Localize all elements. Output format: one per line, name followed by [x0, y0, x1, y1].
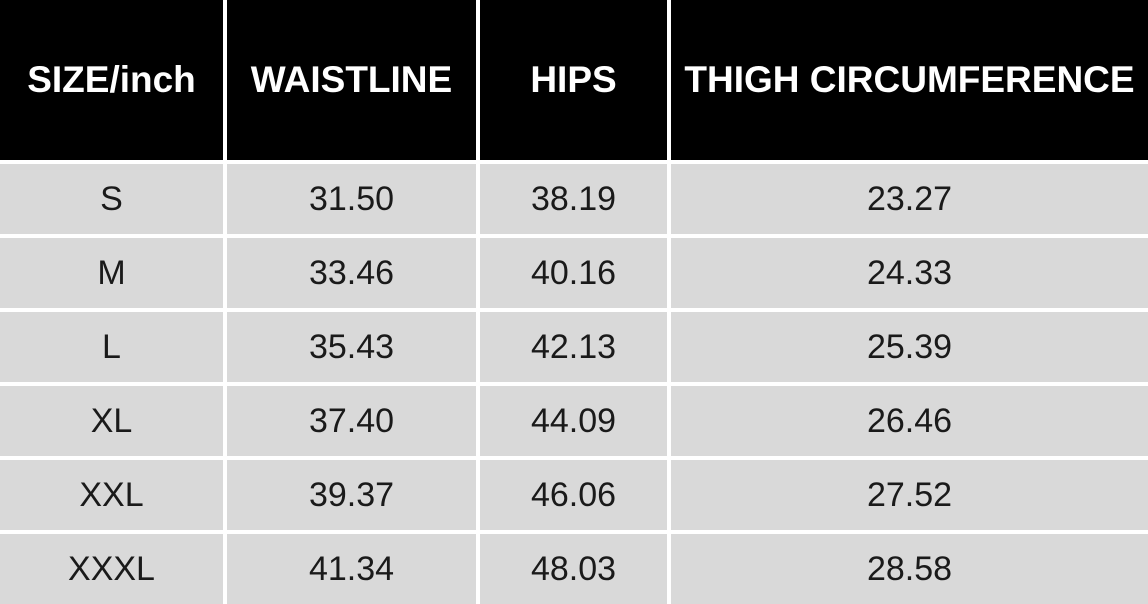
waistline-cell: 39.37 [227, 460, 476, 530]
hips-cell: 42.13 [480, 312, 667, 382]
thigh-cell: 28.58 [671, 534, 1148, 604]
size-cell: XXXL [0, 534, 223, 604]
size-cell: XXL [0, 460, 223, 530]
hips-cell: 48.03 [480, 534, 667, 604]
thigh-cell: 26.46 [671, 386, 1148, 456]
hips-cell: 40.16 [480, 238, 667, 308]
thigh-cell: 23.27 [671, 164, 1148, 234]
column-header-waistline: WAISTLINE [227, 0, 476, 160]
waistline-cell: 41.34 [227, 534, 476, 604]
waistline-cell: 33.46 [227, 238, 476, 308]
size-cell: M [0, 238, 223, 308]
hips-cell: 46.06 [480, 460, 667, 530]
hips-cell: 38.19 [480, 164, 667, 234]
column-header-hips: HIPS [480, 0, 667, 160]
size-cell: XL [0, 386, 223, 456]
waistline-cell: 37.40 [227, 386, 476, 456]
size-cell: S [0, 164, 223, 234]
column-header-thigh-circumference: THIGH CIRCUMFERENCE [671, 0, 1148, 160]
waistline-cell: 31.50 [227, 164, 476, 234]
thigh-cell: 25.39 [671, 312, 1148, 382]
size-cell: L [0, 312, 223, 382]
thigh-cell: 27.52 [671, 460, 1148, 530]
waistline-cell: 35.43 [227, 312, 476, 382]
thigh-cell: 24.33 [671, 238, 1148, 308]
hips-cell: 44.09 [480, 386, 667, 456]
column-header-size: SIZE/inch [0, 0, 223, 160]
